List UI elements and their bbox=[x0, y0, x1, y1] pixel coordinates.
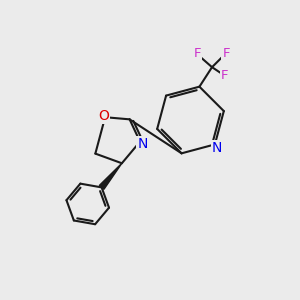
Polygon shape bbox=[99, 163, 122, 189]
Text: F: F bbox=[222, 46, 230, 60]
Text: N: N bbox=[212, 141, 223, 155]
Text: O: O bbox=[98, 109, 109, 123]
Text: N: N bbox=[137, 137, 148, 151]
Text: F: F bbox=[221, 69, 228, 82]
Text: F: F bbox=[194, 46, 201, 60]
